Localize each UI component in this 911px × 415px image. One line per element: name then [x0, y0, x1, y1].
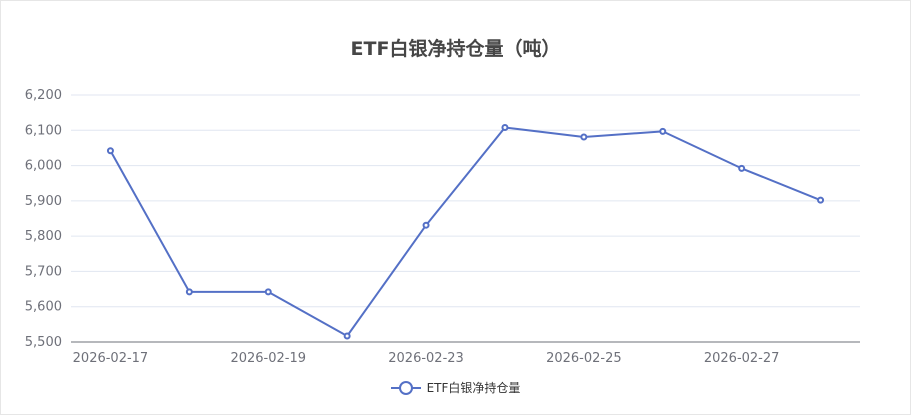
y-tick-label: 15,700	[17, 264, 63, 279]
data-point	[738, 164, 746, 172]
data-point	[343, 332, 351, 340]
data-point	[264, 288, 272, 296]
legend[interactable]: ETF白银净持仓量	[0, 379, 911, 396]
y-tick-label: 16,000	[17, 159, 63, 174]
data-point	[501, 123, 509, 131]
data-point	[580, 133, 588, 141]
chart-title: ETF白银净持仓量（吨）	[350, 38, 561, 60]
data-point	[106, 147, 114, 155]
data-point	[659, 127, 667, 135]
y-tick-label: 15,900	[17, 194, 63, 209]
x-tick-label: 2026-02-17	[73, 351, 149, 366]
y-tick-label: 16,200	[17, 88, 63, 103]
legend-line-circle-icon	[390, 380, 421, 395]
y-tick-label: 15,800	[17, 229, 63, 244]
series-line	[109, 126, 821, 338]
y-tick-label: 15,500	[17, 335, 63, 350]
y-tick-label: 16,100	[17, 123, 63, 138]
x-tick-label: 2026-02-27	[704, 351, 780, 366]
legend-label: ETF白银净持仓量	[426, 381, 521, 395]
x-tick-label: 2026-02-23	[388, 351, 464, 366]
data-point	[817, 196, 825, 204]
data-point	[185, 288, 193, 296]
y-tick-label: 15,600	[17, 300, 63, 315]
data-point	[422, 221, 430, 229]
x-tick-label: 2026-02-19	[230, 351, 306, 366]
x-tick-label: 2026-02-25	[546, 351, 622, 366]
